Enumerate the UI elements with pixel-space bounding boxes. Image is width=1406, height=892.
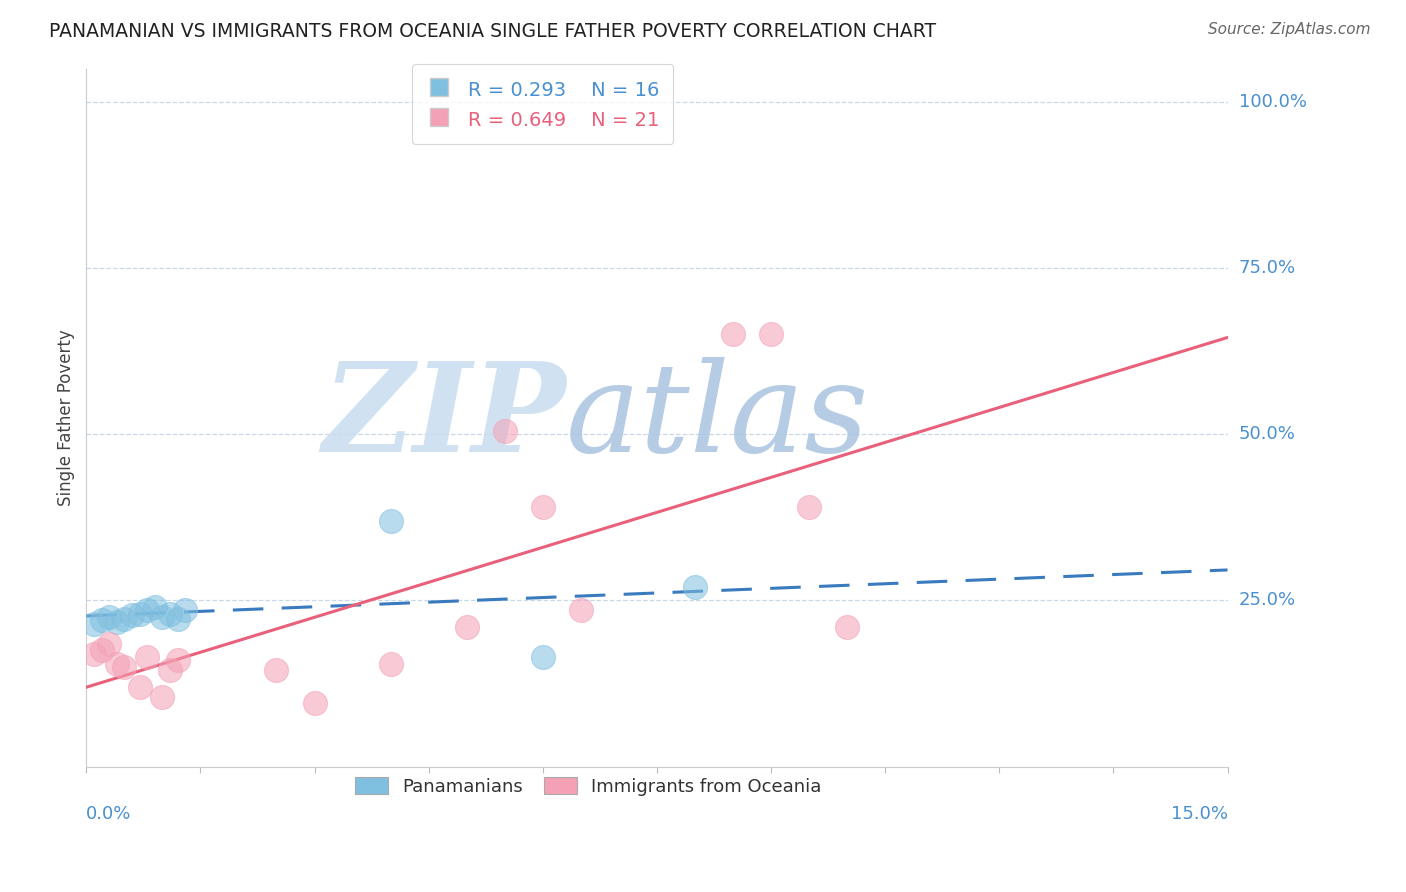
Text: PANAMANIAN VS IMMIGRANTS FROM OCEANIA SINGLE FATHER POVERTY CORRELATION CHART: PANAMANIAN VS IMMIGRANTS FROM OCEANIA SI… [49,22,936,41]
Y-axis label: Single Father Poverty: Single Father Poverty [58,329,75,506]
Point [90,613,112,627]
Text: 50.0%: 50.0% [1239,425,1295,443]
Text: 15.0%: 15.0% [1171,805,1227,823]
Point [128,607,150,621]
Text: 25.0%: 25.0% [1239,591,1296,609]
Text: atlas: atlas [565,357,869,478]
Point [759,327,782,342]
Point [380,514,402,528]
Point [174,603,197,617]
Point [83,616,105,631]
Point [797,500,820,515]
Point [166,612,188,626]
Point [143,600,166,615]
Point [266,663,288,677]
Point [380,657,402,671]
Point [83,647,105,661]
Point [531,649,554,664]
Point [105,657,128,671]
Point [456,620,478,634]
Text: ZIP: ZIP [322,357,565,478]
Point [721,327,744,342]
Point [90,643,112,657]
Point [136,649,159,664]
Point [304,697,326,711]
Point [98,610,121,624]
Point [105,615,128,629]
Point [112,660,135,674]
Point [166,653,188,667]
Legend: Panamanians, Immigrants from Oceania: Panamanians, Immigrants from Oceania [347,770,830,803]
Point [150,690,173,704]
Text: 75.0%: 75.0% [1239,259,1296,277]
Point [121,607,143,622]
Text: Source: ZipAtlas.com: Source: ZipAtlas.com [1208,22,1371,37]
Point [128,680,150,694]
Point [683,580,706,594]
Point [136,603,159,617]
Point [837,620,859,634]
Point [494,424,516,438]
Point [112,612,135,626]
Point [159,607,181,621]
Text: 0.0%: 0.0% [86,805,132,823]
Point [569,603,592,617]
Text: 100.0%: 100.0% [1239,93,1306,111]
Point [150,610,173,624]
Point [531,500,554,515]
Point [159,663,181,677]
Point [98,637,121,651]
